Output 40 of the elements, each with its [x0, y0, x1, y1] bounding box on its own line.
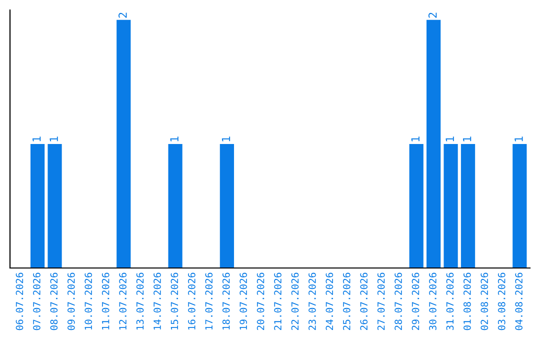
x-tick-label: 19.07.2026	[240, 272, 248, 330]
x-tick-label: 27.07.2026	[377, 272, 385, 330]
x-tick-label: 10.07.2026	[84, 272, 92, 330]
x-tick-label: 07.07.2026	[33, 272, 40, 330]
x-tick-label: 16.07.2026	[188, 272, 196, 330]
data-label: 1	[32, 136, 41, 142]
data-label: 1	[514, 136, 523, 142]
x-tick-label: 22.07.2026	[291, 272, 299, 330]
x-tick-label: 28.07.2026	[394, 272, 402, 330]
x-tick-label: 08.07.2026	[50, 272, 58, 330]
x-tick-label: 11.07.2026	[102, 272, 110, 330]
x-tick-label: 23.07.2026	[308, 272, 316, 330]
x-tick-label: 15.07.2026	[170, 272, 178, 330]
data-label: 1	[411, 136, 420, 142]
data-label: 1	[170, 136, 178, 142]
x-tick-label: 25.07.2026	[342, 272, 350, 330]
x-tick-label: 30.07.2026	[429, 272, 436, 330]
data-label: 1	[222, 136, 230, 142]
data-label: 1	[50, 136, 58, 142]
x-tick-label: 29.07.2026	[412, 272, 420, 330]
x-tick-label: 03.08.2026	[498, 272, 506, 330]
x-tick-label: 31.07.2026	[446, 272, 454, 330]
x-tick-label: 02.08.2026	[480, 272, 488, 330]
x-tick-label: 04.08.2026	[515, 272, 523, 330]
x-tick-label: 14.07.2026	[154, 272, 161, 330]
x-tick-label: 13.07.2026	[136, 272, 144, 330]
x-tick-label: 21.07.2026	[274, 272, 282, 330]
x-tick-label: 06.07.2026	[16, 272, 24, 330]
x-tick-label: 01.08.2026	[464, 272, 471, 330]
x-tick-label: 24.07.2026	[326, 272, 334, 330]
x-tick-label: 17.07.2026	[205, 272, 213, 330]
data-label: 2	[428, 12, 437, 18]
x-tick-label: 12.07.2026	[119, 272, 126, 330]
x-tick-label: 26.07.2026	[360, 272, 368, 330]
data-label: 1	[446, 136, 454, 142]
x-tick-label: 20.07.2026	[256, 272, 264, 330]
data-label: 2	[118, 12, 127, 18]
x-tick-label: 09.07.2026	[67, 272, 75, 330]
x-tick-label: 18.07.2026	[222, 272, 230, 330]
data-label: 1	[463, 136, 472, 142]
